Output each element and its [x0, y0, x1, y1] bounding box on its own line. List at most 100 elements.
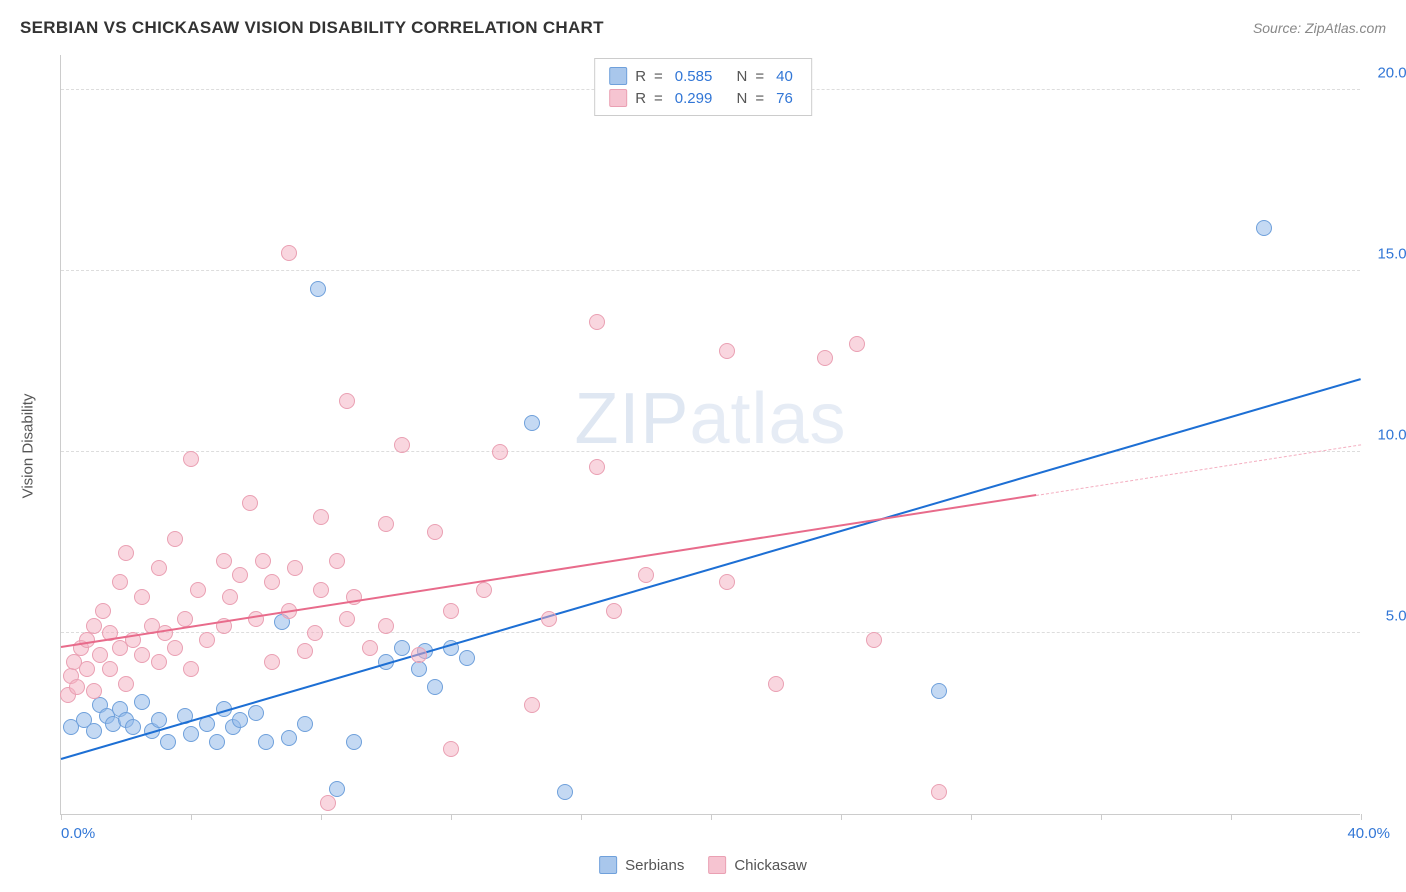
legend-label-chickasaw: Chickasaw [734, 857, 807, 874]
gridline [61, 451, 1360, 452]
data-point-chickasaw [216, 553, 232, 569]
data-point-chickasaw [222, 589, 238, 605]
data-point-chickasaw [339, 393, 355, 409]
data-point-chickasaw [313, 582, 329, 598]
data-point-chickasaw [264, 654, 280, 670]
eq-sign: = [755, 68, 764, 85]
data-point-chickasaw [638, 567, 654, 583]
data-point-chickasaw [177, 611, 193, 627]
data-point-chickasaw [589, 314, 605, 330]
data-point-serbians [209, 734, 225, 750]
data-point-serbians [427, 679, 443, 695]
legend-item-serbians: Serbians [599, 856, 684, 874]
data-point-chickasaw [394, 437, 410, 453]
data-point-chickasaw [362, 640, 378, 656]
data-point-chickasaw [541, 611, 557, 627]
x-tick [971, 814, 972, 820]
data-point-chickasaw [339, 611, 355, 627]
stat-label-r: R [635, 90, 646, 107]
data-point-serbians [394, 640, 410, 656]
stats-legend-row-chickasaw: R = 0.299 N = 76 [609, 87, 797, 109]
data-point-chickasaw [248, 611, 264, 627]
x-tick [191, 814, 192, 820]
data-point-chickasaw [112, 574, 128, 590]
data-point-serbians [297, 716, 313, 732]
data-point-chickasaw [167, 531, 183, 547]
data-point-serbians [557, 784, 573, 800]
data-point-chickasaw [443, 603, 459, 619]
data-point-chickasaw [102, 661, 118, 677]
data-point-chickasaw [199, 632, 215, 648]
x-tick [841, 814, 842, 820]
data-point-serbians [310, 281, 326, 297]
data-point-chickasaw [589, 459, 605, 475]
data-point-chickasaw [86, 618, 102, 634]
data-point-chickasaw [92, 647, 108, 663]
trendline [61, 378, 1362, 760]
data-point-chickasaw [287, 560, 303, 576]
data-point-chickasaw [320, 795, 336, 811]
data-point-serbians [160, 734, 176, 750]
data-point-serbians [134, 694, 150, 710]
data-point-chickasaw [118, 545, 134, 561]
header-bar: SERBIAN VS CHICKASAW VISION DISABILITY C… [20, 18, 1386, 38]
swatch-serbians-icon [599, 856, 617, 874]
data-point-chickasaw [264, 574, 280, 590]
data-point-chickasaw [242, 495, 258, 511]
series-legend: Serbians Chickasaw [599, 856, 807, 874]
stat-n-serbians: 40 [776, 68, 793, 85]
x-tick [61, 814, 62, 820]
gridline [61, 632, 1360, 633]
y-tick-label: 15.0% [1365, 246, 1406, 263]
data-point-serbians [524, 415, 540, 431]
y-tick-label: 20.0% [1365, 65, 1406, 82]
data-point-chickasaw [427, 524, 443, 540]
chart-title: SERBIAN VS CHICKASAW VISION DISABILITY C… [20, 18, 604, 38]
data-point-chickasaw [866, 632, 882, 648]
data-point-chickasaw [817, 350, 833, 366]
eq-sign: = [654, 90, 663, 107]
y-tick-label: 5.0% [1365, 608, 1406, 625]
stat-label-n: N [737, 68, 748, 85]
data-point-chickasaw [134, 647, 150, 663]
stat-label-r: R [635, 68, 646, 85]
data-point-chickasaw [183, 661, 199, 677]
data-point-chickasaw [151, 654, 167, 670]
data-point-serbians [232, 712, 248, 728]
data-point-chickasaw [378, 618, 394, 634]
legend-label-serbians: Serbians [625, 857, 684, 874]
data-point-chickasaw [307, 625, 323, 641]
source-attribution: Source: ZipAtlas.com [1253, 20, 1386, 36]
stat-r-serbians: 0.585 [675, 68, 713, 85]
stat-r-chickasaw: 0.299 [675, 90, 713, 107]
data-point-chickasaw [157, 625, 173, 641]
data-point-chickasaw [183, 451, 199, 467]
data-point-serbians [86, 723, 102, 739]
data-point-serbians [183, 726, 199, 742]
data-point-serbians [346, 734, 362, 750]
stat-n-chickasaw: 76 [776, 90, 793, 107]
data-point-chickasaw [329, 553, 345, 569]
scatter-plot-area: ZIPatlas 5.0%10.0%15.0%20.0%0.0%40.0% [60, 55, 1360, 815]
data-point-chickasaw [134, 589, 150, 605]
data-point-chickasaw [167, 640, 183, 656]
data-point-chickasaw [86, 683, 102, 699]
source-prefix: Source: [1253, 20, 1305, 36]
data-point-chickasaw [297, 643, 313, 659]
data-point-chickasaw [255, 553, 271, 569]
x-tick [581, 814, 582, 820]
data-point-chickasaw [69, 679, 85, 695]
data-point-chickasaw [443, 741, 459, 757]
data-point-serbians [281, 730, 297, 746]
data-point-chickasaw [768, 676, 784, 692]
data-point-chickasaw [492, 444, 508, 460]
x-tick-label-end: 40.0% [1347, 825, 1390, 842]
data-point-chickasaw [151, 560, 167, 576]
stats-legend-row-serbians: R = 0.585 N = 40 [609, 65, 797, 87]
x-tick [1231, 814, 1232, 820]
legend-item-chickasaw: Chickasaw [708, 856, 807, 874]
data-point-chickasaw [849, 336, 865, 352]
swatch-chickasaw-icon [708, 856, 726, 874]
data-point-chickasaw [190, 582, 206, 598]
data-point-serbians [248, 705, 264, 721]
